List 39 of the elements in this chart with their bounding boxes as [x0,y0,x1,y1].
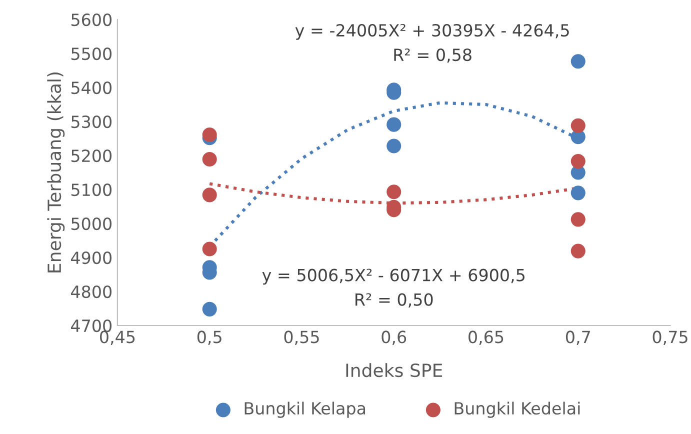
y-tick-label: 4700 [71,319,112,332]
y-tick-label: 4800 [71,285,112,298]
legend-label: Bungkil Kedelai [454,402,580,418]
point [202,302,217,316]
point [570,244,586,258]
y-tick-label: 5400 [71,81,112,94]
point [570,54,586,69]
annotation: R² = 0,50 [356,293,433,308]
x-tick-label: 0,7 [566,330,590,345]
x-tick-label: 0,45 [100,330,135,345]
x-tick-label: 0,65 [468,330,504,345]
legend-label: Bungkil Kelapa [244,402,366,418]
point [386,184,402,200]
point [202,242,217,256]
point [202,127,217,142]
point [386,138,402,154]
x-tick-label: 0,55 [284,330,319,345]
x-tick-label: 0,75 [652,330,688,345]
y-tick-label: 5500 [71,47,112,60]
y-tick-label: 5300 [71,115,112,128]
annotation: R² = 0,58 [394,48,472,63]
point [570,186,586,200]
x-axis-title: Indeks SPE [346,363,442,378]
y-tick-label: 5000 [71,217,112,230]
x-tick-label: 0,6 [382,330,406,345]
point [202,188,217,202]
y-axis-title: Energi Terbuang (kkal) [47,72,65,272]
y-tick-label: 4900 [71,251,112,264]
x-tick-label: 0,5 [197,330,222,345]
point [570,212,586,227]
y-tick-label: 5200 [71,149,112,162]
point [570,118,586,133]
point [570,154,586,169]
point [202,152,217,167]
y-tick-label: 5600 [71,13,112,26]
point [386,117,402,132]
annotation: y = -24005X² + 30395X - 4264,5 [295,24,569,40]
annotation: y = 5006,5X² - 6071X + 6900,5 [262,268,524,285]
y-tick-label: 5100 [71,183,112,196]
